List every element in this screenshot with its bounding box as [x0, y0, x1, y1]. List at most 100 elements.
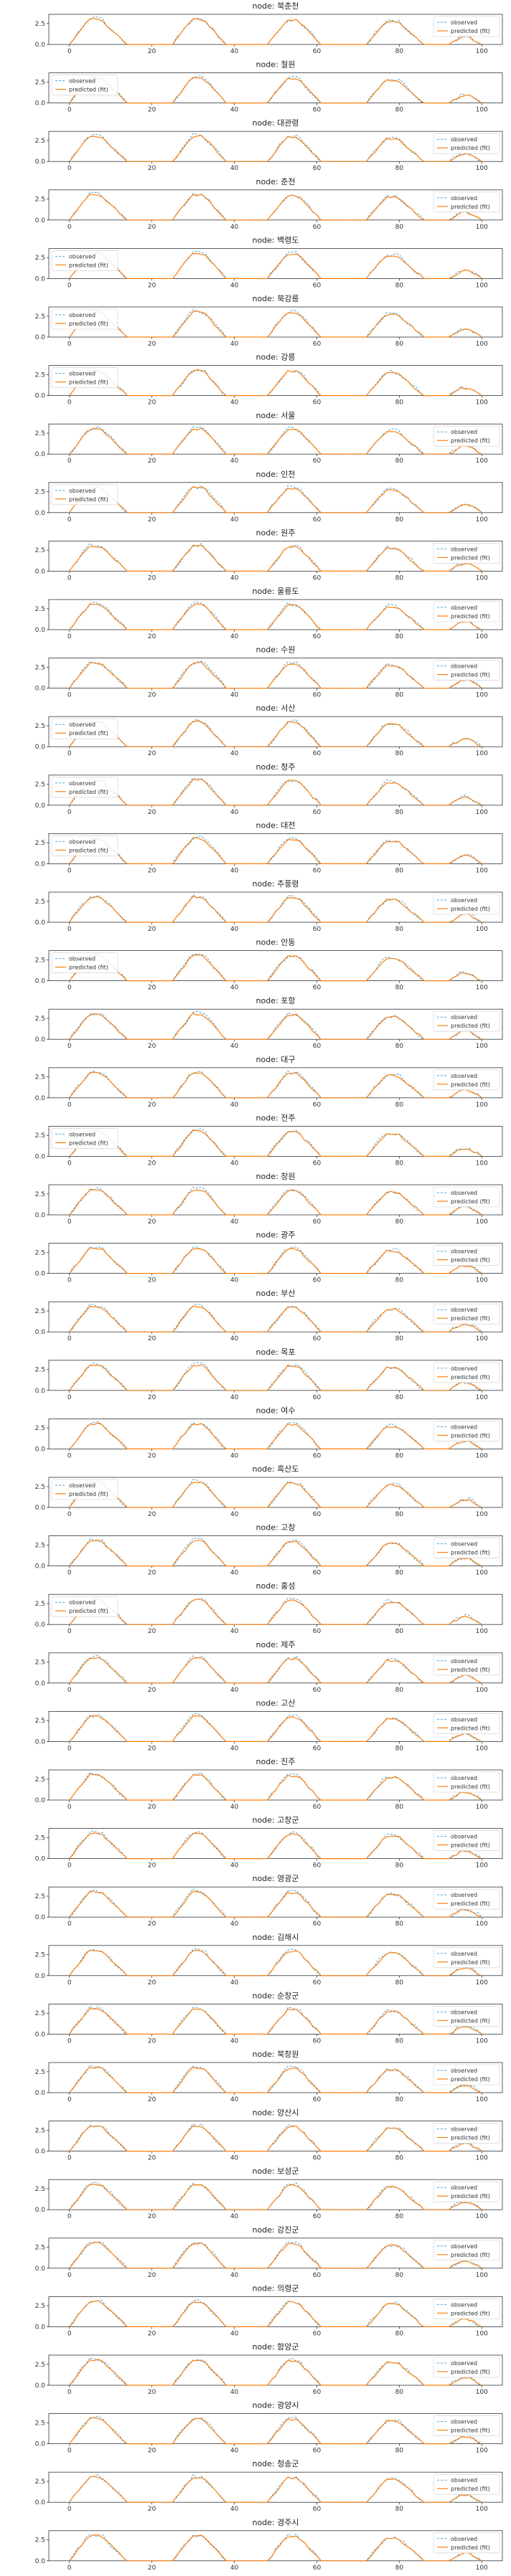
y-tick-label: 0.0: [35, 2207, 46, 2214]
legend-predicted-label: predicted (fit): [69, 321, 108, 327]
legend-predicted-label: predicted (fit): [451, 28, 490, 34]
legend: observed predicted (fit): [433, 2532, 500, 2554]
x-tick-label: 80: [395, 1452, 404, 1459]
x-tick-label: 20: [148, 633, 156, 640]
x-tick-label: 40: [230, 2272, 239, 2279]
legend-box: [51, 835, 118, 856]
x-tick-label: 60: [313, 341, 322, 348]
legend-observed-label: observed: [69, 253, 95, 260]
predicted-line: [69, 1247, 482, 1274]
panel-18: node: 포항 0 20 40 60 80 100 0.0 2.5 observed predic…: [35, 996, 503, 1050]
legend-observed-label: observed: [69, 78, 95, 85]
legend-observed-label: observed: [451, 19, 477, 26]
legend: observed predicted (fit): [51, 777, 118, 798]
x-tick-label: 60: [313, 2448, 322, 2455]
predicted-line: [69, 1130, 482, 1157]
y-tick-label: 2.5: [35, 2420, 45, 2427]
panel-44: node: 경주시 0 20 40 60 80 100 0.0 2.5 observed predi…: [35, 2518, 503, 2572]
x-tick-label: 20: [148, 2330, 156, 2337]
panel-title: node: 백령도: [252, 235, 299, 245]
panel-13: node: 서산 0 20 40 60 80 100 0.0 2.5 observed predic…: [35, 704, 503, 757]
panel-11: node: 울릉도 0 20 40 60 80 100 0.0 2.5 observed predi…: [35, 587, 503, 640]
x-tick-label: 60: [313, 224, 322, 231]
x-tick-label: 80: [395, 224, 404, 231]
panel-title: node: 홍성: [256, 1581, 296, 1591]
x-tick-label: 0: [67, 574, 72, 582]
predicted-line: [69, 603, 482, 630]
panel-3: node: 대관령 0 20 40 60 80 100 0.0 2.5 observed predi…: [35, 118, 503, 172]
panel-title: node: 고창군: [252, 1816, 299, 1825]
x-tick-label: 100: [476, 2506, 488, 2513]
y-tick-label: 2.5: [35, 1015, 45, 1023]
legend: observed predicted (fit): [51, 367, 118, 388]
panel-title: node: 서울: [256, 411, 296, 420]
legend-box: [433, 2532, 500, 2554]
x-tick-label: 0: [67, 48, 72, 55]
y-tick-label: 0.0: [35, 2382, 46, 2390]
y-tick-label: 2.5: [35, 1893, 45, 1900]
y-tick-label: 0.0: [35, 861, 46, 868]
x-tick-label: 20: [148, 107, 156, 114]
y-tick-label: 0.0: [35, 2090, 46, 2097]
x-tick-label: 40: [230, 1628, 239, 1635]
x-tick-label: 20: [148, 2096, 156, 2103]
predicted-line: [69, 252, 482, 279]
legend: observed predicted (fit): [433, 1010, 500, 1032]
x-tick-label: 100: [476, 633, 488, 640]
legend-observed-label: observed: [451, 2126, 477, 2133]
x-tick-label: 60: [313, 48, 322, 55]
y-tick-label: 2.5: [35, 2303, 45, 2310]
legend-predicted-label: predicted (fit): [451, 1550, 490, 1556]
x-tick-label: 40: [230, 867, 239, 874]
legend-predicted-label: predicted (fit): [451, 1900, 490, 1907]
x-tick-label: 100: [476, 2272, 488, 2279]
x-tick-label: 100: [476, 224, 488, 231]
observed-line: [69, 1948, 482, 1976]
predicted-line: [69, 544, 482, 572]
x-tick-label: 60: [313, 2389, 322, 2396]
legend: observed predicted (fit): [433, 2298, 500, 2319]
x-tick-label: 0: [67, 282, 72, 289]
axes-frame: [48, 1419, 503, 1449]
axes-frame: [48, 2413, 503, 2445]
x-tick-label: 0: [67, 165, 72, 172]
legend: observed predicted (fit): [433, 660, 500, 681]
x-tick-label: 60: [313, 165, 322, 172]
x-tick-label: 0: [67, 516, 72, 524]
x-tick-label: 60: [313, 1102, 322, 1109]
x-tick-label: 100: [476, 1687, 488, 1694]
y-tick-label: 2.5: [35, 1132, 45, 1140]
axes-frame: [48, 2354, 503, 2386]
predicted-line: [69, 1774, 482, 1801]
x-tick-label: 60: [313, 1160, 322, 1167]
x-tick-label: 40: [230, 1570, 239, 1577]
x-tick-label: 0: [67, 1687, 72, 1694]
x-tick-label: 60: [313, 1394, 322, 1401]
predicted-line: [69, 311, 482, 338]
y-tick-label: 0.0: [35, 1329, 46, 1336]
x-tick-label: 100: [476, 458, 488, 465]
legend: observed predicted (fit): [433, 133, 500, 154]
legend-predicted-label: predicted (fit): [69, 847, 108, 853]
legend: observed predicted (fit): [51, 250, 118, 271]
x-tick-label: 60: [313, 1862, 322, 1870]
x-tick-label: 20: [148, 1335, 156, 1343]
axes-frame: [48, 1126, 503, 1157]
panel-4: node: 춘천 0 20 40 60 80 100 0.0 2.5 observed predic…: [35, 176, 503, 231]
panel-title: node: 진주: [256, 1757, 296, 1766]
y-tick-label: 0.0: [35, 1914, 46, 1921]
x-tick-label: 100: [476, 692, 488, 699]
predicted-line: [69, 2534, 482, 2562]
x-tick-label: 60: [313, 867, 322, 874]
legend: observed predicted (fit): [433, 1186, 500, 1208]
x-tick-label: 80: [395, 2272, 404, 2279]
legend-observed-label: observed: [451, 897, 477, 904]
axes-frame: [48, 1301, 503, 1332]
x-tick-label: 80: [395, 2155, 404, 2162]
x-tick-label: 60: [313, 2213, 322, 2220]
x-tick-label: 0: [67, 1511, 72, 1518]
x-tick-label: 80: [395, 750, 404, 757]
legend-predicted-label: predicted (fit): [451, 906, 490, 912]
x-tick-label: 40: [230, 1335, 239, 1343]
panel-title: node: 함양군: [252, 2342, 299, 2352]
